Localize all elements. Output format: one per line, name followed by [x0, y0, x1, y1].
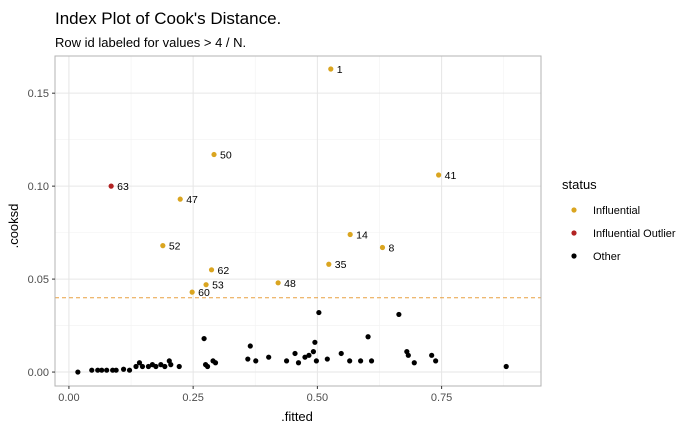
data-point-influential — [436, 172, 441, 177]
chart-subtitle: Row id labeled for values > 4 / N. — [55, 35, 246, 50]
x-tick-label: 0.75 — [431, 392, 452, 404]
data-point-other — [121, 367, 126, 372]
data-point-other — [245, 356, 250, 361]
data-point-other — [396, 312, 401, 317]
data-point-other — [429, 353, 434, 358]
data-point-other — [201, 336, 206, 341]
legend-title: status — [562, 177, 597, 192]
point-label-52: 52 — [169, 241, 181, 253]
data-point-influential — [160, 243, 165, 248]
data-point-other — [205, 364, 210, 369]
x-tick-label: 0.50 — [307, 392, 328, 404]
data-point-influential — [380, 245, 385, 250]
legend: status Influential Influential Outlier Oth… — [562, 177, 676, 263]
data-point-other — [358, 358, 363, 363]
data-point-other — [296, 360, 301, 365]
data-point-other — [306, 353, 311, 358]
data-point-influential — [276, 280, 281, 285]
legend-entries: Influential Influential Outlier Other — [571, 205, 675, 263]
data-point-other — [248, 343, 253, 348]
data-point-other — [292, 351, 297, 356]
point-label-62: 62 — [218, 265, 230, 277]
data-point-other — [347, 358, 352, 363]
point-labels: 1 50 41 63 47 14 52 8 35 62 53 48 60 — [117, 64, 456, 299]
y-tick-label: 0.15 — [28, 88, 49, 100]
point-label-41: 41 — [445, 170, 457, 182]
x-tick-label: 0.25 — [182, 392, 203, 404]
data-point-other — [162, 364, 167, 369]
data-point-other — [99, 368, 104, 373]
legend-label-1: Influential Outlier — [593, 228, 676, 240]
y-tick-label: 0.05 — [28, 274, 49, 286]
y-tick-label: 0.10 — [28, 181, 49, 193]
data-point-other — [177, 364, 182, 369]
data-point-influential — [326, 262, 331, 267]
data-point-other — [312, 340, 317, 345]
point-label-1: 1 — [337, 64, 343, 76]
data-point-other — [311, 349, 316, 354]
data-points — [75, 66, 509, 374]
y-axis: 0.00 0.05 0.10 0.15 — [28, 88, 55, 379]
data-point-other — [406, 353, 411, 358]
data-point-influential — [211, 152, 216, 157]
data-point-influential — [348, 232, 353, 237]
panel-border — [55, 56, 541, 386]
data-point-influential-outlier — [109, 184, 114, 189]
grid-lines — [55, 56, 541, 386]
x-axis: 0.00 0.25 0.50 0.75 — [58, 386, 452, 404]
chart-title: Index Plot of Cook's Distance. — [55, 9, 281, 28]
plot-panel: 1 50 41 63 47 14 52 8 35 62 53 48 60 — [55, 56, 541, 386]
data-point-other — [314, 358, 319, 363]
data-point-other — [339, 351, 344, 356]
legend-label-0: Influential — [593, 205, 640, 217]
y-axis-title: .cooksd — [6, 204, 21, 249]
data-point-other — [253, 358, 258, 363]
legend-key-0 — [571, 207, 576, 212]
point-label-35: 35 — [335, 259, 347, 271]
data-point-other — [504, 364, 509, 369]
data-point-other — [213, 360, 218, 365]
data-point-other — [140, 364, 145, 369]
point-label-14: 14 — [356, 229, 368, 241]
point-label-48: 48 — [284, 278, 296, 290]
data-point-other — [104, 368, 109, 373]
data-point-other — [433, 358, 438, 363]
legend-key-1 — [571, 230, 576, 235]
data-point-other — [369, 358, 374, 363]
data-point-other — [75, 369, 80, 374]
x-axis-title: .fitted — [281, 409, 313, 424]
data-point-influential — [178, 197, 183, 202]
x-tick-label: 0.00 — [58, 392, 79, 404]
point-label-60: 60 — [198, 287, 210, 299]
point-label-50: 50 — [220, 150, 232, 162]
data-point-other — [316, 310, 321, 315]
y-tick-label: 0.00 — [28, 367, 49, 379]
data-point-influential — [190, 290, 195, 295]
point-label-53: 53 — [212, 280, 224, 292]
data-point-influential — [209, 267, 214, 272]
data-point-other — [412, 360, 417, 365]
point-label-8: 8 — [388, 242, 394, 254]
data-point-other — [89, 368, 94, 373]
point-label-47: 47 — [186, 194, 198, 206]
legend-label-2: Other — [593, 251, 621, 263]
data-point-other — [266, 355, 271, 360]
point-label-63: 63 — [117, 181, 129, 193]
data-point-other — [153, 364, 158, 369]
data-point-other — [365, 334, 370, 339]
data-point-other — [284, 358, 289, 363]
data-point-other — [168, 362, 173, 367]
data-point-other — [127, 368, 132, 373]
legend-key-2 — [571, 253, 576, 258]
data-point-other — [325, 356, 330, 361]
data-point-other — [114, 368, 119, 373]
data-point-influential — [328, 66, 333, 71]
